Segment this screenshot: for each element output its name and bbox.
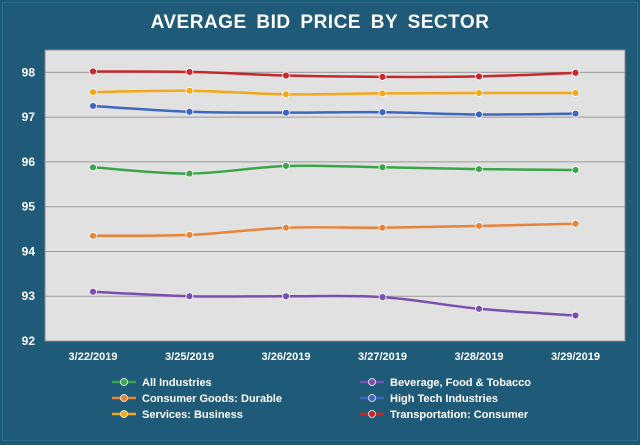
x-tick-label: 3/22/2019: [69, 351, 118, 363]
series-line-services-business: [92, 89, 576, 96]
data-point-consumer-goods-durable: [89, 231, 97, 240]
data-point-beverage-food-tobacco: [571, 311, 580, 320]
x-tick-label: 3/26/2019: [262, 351, 311, 363]
data-point-high-tech-industries: [475, 110, 483, 119]
legend-label: Beverage, Food & Tobacco: [390, 377, 531, 389]
legend-label: All Industries: [142, 377, 212, 389]
data-point-all-industries: [89, 163, 97, 172]
series-line-transportation-consumer: [92, 70, 576, 79]
data-point-beverage-food-tobacco: [475, 304, 483, 313]
data-point-high-tech-industries: [282, 108, 290, 117]
data-point-transportation-consumer: [378, 72, 387, 81]
data-point-consumer-goods-durable: [282, 223, 290, 232]
legend-label: High Tech Industries: [390, 393, 498, 405]
y-tick-label: 95: [22, 200, 36, 214]
data-point-consumer-goods-durable: [378, 223, 387, 232]
data-point-services-business: [89, 88, 97, 96]
legend-marker-services-business: [120, 410, 128, 418]
y-tick-label: 93: [22, 289, 36, 303]
data-point-beverage-food-tobacco: [282, 292, 290, 301]
data-point-all-industries: [378, 163, 387, 172]
legend-marker-all-industries: [120, 378, 128, 386]
y-tick-label: 94: [22, 244, 36, 258]
data-point-all-industries: [475, 165, 483, 173]
chart-title: AVERAGE BID PRICE BY SECTOR: [150, 12, 490, 33]
data-point-all-industries: [571, 166, 580, 174]
data-point-all-industries: [282, 162, 290, 170]
data-point-services-business: [571, 89, 580, 97]
data-point-transportation-consumer: [89, 67, 97, 76]
data-point-high-tech-industries: [89, 102, 97, 110]
legend-marker-high-tech-industries: [368, 394, 376, 402]
data-point-services-business: [185, 86, 194, 95]
data-point-services-business: [475, 89, 483, 97]
data-point-transportation-consumer: [475, 72, 483, 81]
data-point-beverage-food-tobacco: [89, 287, 97, 296]
legend-marker-transportation-consumer: [368, 410, 376, 418]
data-point-services-business: [378, 89, 387, 98]
data-point-transportation-consumer: [185, 68, 194, 76]
x-tick-label: 3/27/2019: [358, 351, 407, 363]
plot-area: [44, 49, 626, 342]
legend-marker-beverage-food-tobacco: [368, 378, 376, 386]
series-line-beverage-food-tobacco: [92, 290, 576, 317]
x-tick-label: 3/28/2019: [455, 351, 504, 363]
data-point-high-tech-industries: [378, 108, 387, 117]
data-point-beverage-food-tobacco: [378, 293, 387, 302]
data-point-consumer-goods-durable: [185, 230, 194, 239]
data-point-consumer-goods-durable: [571, 219, 580, 228]
series-line-all-industries: [92, 164, 576, 175]
data-point-transportation-consumer: [282, 71, 290, 80]
y-tick-label: 96: [22, 155, 36, 169]
data-point-consumer-goods-durable: [475, 222, 483, 230]
legend-label: Consumer Goods: Durable: [142, 393, 282, 405]
y-tick-label: 92: [22, 334, 36, 348]
x-tick-label: 3/29/2019: [551, 351, 600, 363]
data-point-beverage-food-tobacco: [185, 292, 194, 301]
legend-label: Transportation: Consumer: [390, 409, 529, 421]
data-point-services-business: [282, 90, 290, 99]
series-line-consumer-goods-durable: [92, 222, 576, 238]
data-point-all-industries: [185, 169, 194, 178]
legend-marker-consumer-goods-durable: [120, 394, 128, 402]
x-tick-label: 3/25/2019: [165, 351, 214, 363]
data-point-transportation-consumer: [571, 68, 580, 77]
series-line-high-tech-industries: [92, 104, 576, 116]
data-point-high-tech-industries: [571, 109, 580, 118]
data-point-high-tech-industries: [185, 107, 194, 116]
legend-label: Services: Business: [142, 409, 243, 421]
y-tick-label: 98: [22, 65, 36, 79]
y-tick-label: 97: [22, 110, 36, 124]
